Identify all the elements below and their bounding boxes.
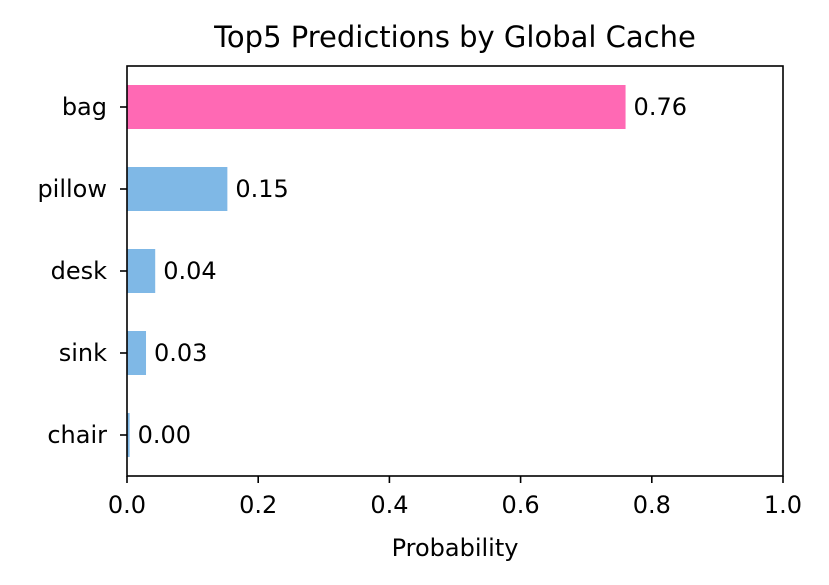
bars-group — [127, 85, 626, 457]
bar-chair — [127, 413, 130, 457]
y-tick-label-chair: chair — [47, 421, 107, 449]
y-tick-label-pillow: pillow — [37, 175, 107, 203]
value-labels-group: 0.76 0.15 0.04 0.03 0.00 — [138, 93, 687, 449]
y-tick-label-bag: bag — [62, 93, 107, 121]
x-tick-label-1: 0.2 — [239, 491, 277, 519]
x-axis-ticks: 0.0 0.2 0.4 0.6 0.8 1.0 — [108, 476, 802, 519]
value-label-chair: 0.00 — [138, 421, 191, 449]
bar-bag — [127, 85, 626, 129]
value-label-desk: 0.04 — [163, 257, 216, 285]
value-label-sink: 0.03 — [154, 339, 207, 367]
x-tick-label-2: 0.4 — [370, 491, 408, 519]
x-tick-label-3: 0.6 — [502, 491, 540, 519]
plot-frame — [126, 65, 784, 477]
y-tick-label-sink: sink — [59, 339, 107, 367]
x-tick-label-5: 1.0 — [764, 491, 802, 519]
y-axis-ticks: bag pillow desk sink chair — [37, 93, 127, 449]
bar-pillow — [127, 167, 228, 211]
x-axis-label: Probability — [392, 534, 519, 562]
bar-sink — [127, 331, 147, 375]
x-tick-label-4: 0.8 — [633, 491, 671, 519]
chart-title: Top5 Predictions by Global Cache — [213, 20, 696, 54]
bar-desk — [127, 249, 156, 293]
value-label-bag: 0.76 — [634, 93, 687, 121]
x-tick-label-0: 0.0 — [108, 491, 146, 519]
value-label-pillow: 0.15 — [235, 175, 288, 203]
y-tick-label-desk: desk — [51, 257, 108, 285]
